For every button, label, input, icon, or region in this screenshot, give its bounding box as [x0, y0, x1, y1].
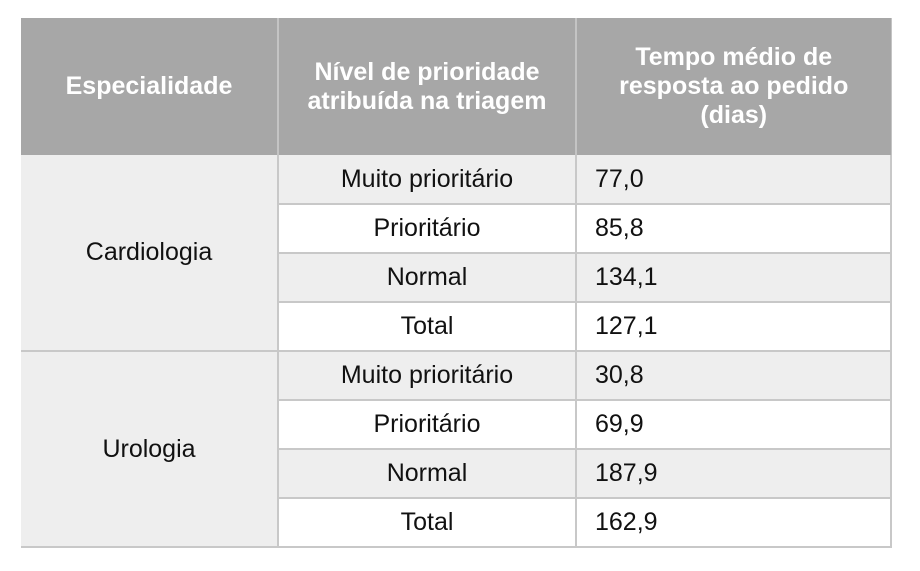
table-row: Total 127,1 [21, 302, 892, 352]
header-response-time: Tempo médio de resposta ao pedido (dias) [576, 18, 892, 155]
response-time-cell: 162,9 [576, 498, 892, 548]
header-time-line1: Tempo médio de [635, 43, 833, 71]
response-time-cell: 30,8 [576, 351, 892, 401]
header-priority-level: Nível de prioridade atribuída na triagem [278, 18, 577, 155]
priority-level-cell: Prioritário [278, 204, 577, 254]
table-row: Urologia Muito prioritário 30,8 [21, 351, 892, 548]
table-row: Total 162,9 [21, 498, 892, 548]
priority-level-cell: Total [278, 302, 577, 352]
header-priority-line2: atribuída na triagem [307, 86, 547, 115]
specialty-cell: Cardiologia [21, 155, 279, 352]
header-time-line3: (dias) [700, 101, 768, 129]
response-time-cell: 187,9 [576, 449, 892, 499]
response-time-cell: 127,1 [576, 302, 892, 352]
priority-level-cell: Total [278, 498, 577, 548]
specialty-cell: Urologia [21, 351, 279, 548]
priority-level-cell: Normal [278, 253, 577, 303]
table-row: Prioritário 85,8 [21, 204, 892, 254]
header-time-line2: resposta ao pedido [619, 72, 849, 100]
response-time-table-container: Especialidade Nível de prioridade atribu… [21, 18, 892, 548]
response-time-cell: 85,8 [576, 204, 892, 254]
table-row: Cardiologia Muito prioritário 77,0 [21, 155, 892, 352]
response-time-cell: 134,1 [576, 253, 892, 303]
header-priority-line1: Nível de prioridade [314, 57, 540, 86]
table-row: Normal 187,9 [21, 449, 892, 499]
response-time-cell: 77,0 [576, 155, 892, 205]
table-row: Normal 134,1 [21, 253, 892, 303]
response-time-table: Especialidade Nível de prioridade atribu… [21, 18, 892, 548]
priority-level-cell: Muito prioritário [278, 351, 577, 401]
priority-level-cell: Muito prioritário [278, 155, 577, 205]
priority-level-cell: Normal [278, 449, 577, 499]
table-row: Prioritário 69,9 [21, 400, 892, 450]
table-header-row: Especialidade Nível de prioridade atribu… [21, 18, 892, 155]
header-specialty: Especialidade [21, 18, 279, 155]
response-time-cell: 69,9 [576, 400, 892, 450]
priority-level-cell: Prioritário [278, 400, 577, 450]
